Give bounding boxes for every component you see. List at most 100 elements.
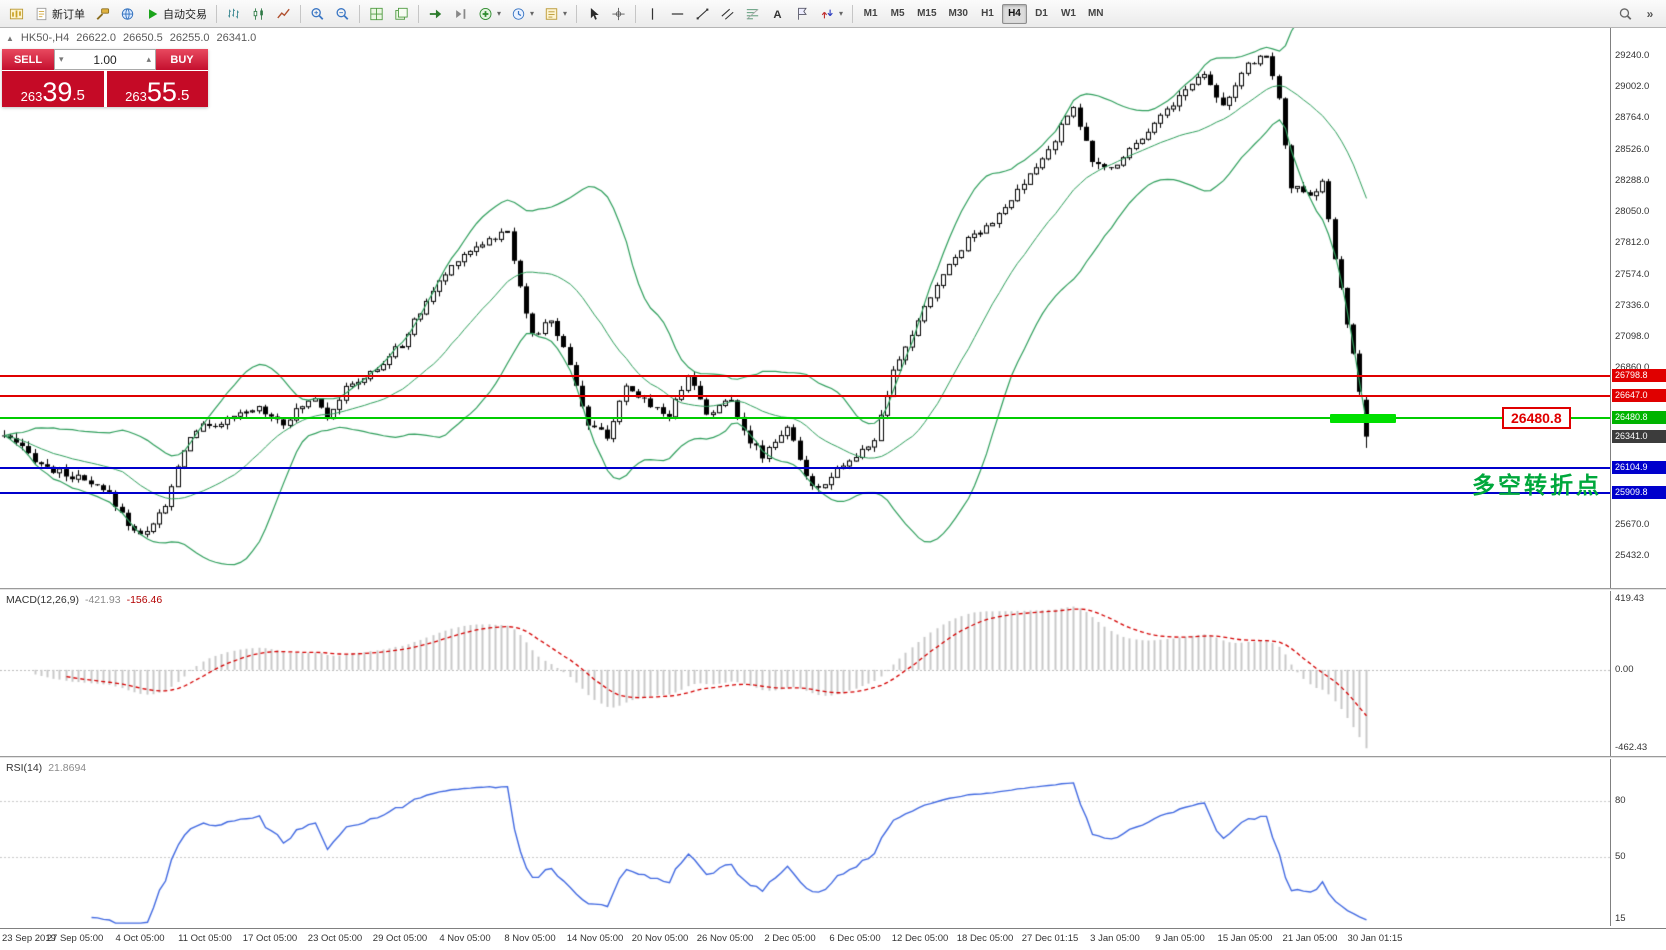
timeframe-M30[interactable]: M30 [948,8,968,19]
ohlc-high: 26650.5 [122,32,163,44]
macd-axis-tick: 419.43 [1615,592,1645,604]
timeframe-H4[interactable]: H4 [1001,3,1027,24]
price-axis-tick: 27574.0 [1615,268,1650,280]
toolbar-separator [300,4,301,23]
price-marker-26341.0: 26341.0 [1612,429,1666,443]
zoom-in-icon[interactable] [306,3,329,25]
dropdown-caret-icon[interactable]: ▾ [530,9,535,18]
new-order-button[interactable]: 新订单 [30,3,89,25]
indicators-icon [478,7,493,21]
text-icon[interactable]: A [766,3,789,25]
bar-chart-icon [226,7,241,21]
time-axis-label: 9 Jan 05:00 [1155,933,1205,944]
autotrading-button[interactable]: 自动交易 [141,3,211,25]
horizontal-line-26647.0[interactable] [0,395,1610,398]
macd-axis[interactable]: 419.43 0.00 -462.43 [1610,591,1666,756]
templates-icon[interactable]: ▾ [540,3,571,25]
price-axis-tick: 27336.0 [1615,299,1650,311]
horizontal-line-26798.8[interactable] [0,375,1610,378]
cursor-icon [586,7,601,21]
fibonacci-icon[interactable] [741,3,764,25]
line-chart-icon[interactable] [272,3,295,25]
buy-button[interactable]: BUY [156,49,208,70]
volume-up-stepper[interactable]: ▴ [146,54,151,64]
dropdown-caret-icon[interactable]: ▾ [497,9,502,18]
pivot-line-segment[interactable] [1330,414,1396,424]
time-axis-label: 8 Nov 05:00 [504,933,556,944]
horizontal-line-25909.8[interactable] [0,492,1610,495]
timeframe-D1[interactable]: D1 [1035,8,1048,19]
horizontal-line-26480.8[interactable] [0,417,1610,420]
app-icon [5,3,28,25]
chart-symbol-icon: ▲ [6,33,14,43]
sell-button[interactable]: SELL [2,49,54,70]
pane-separator[interactable] [0,588,1666,591]
tile-windows-icon[interactable] [365,3,388,25]
price-axis-tick: 29240.0 [1615,49,1650,61]
cursor-icon[interactable] [582,3,605,25]
price-marker-26104.9: 26104.9 [1612,460,1666,474]
dropdown-caret-icon[interactable]: ▾ [839,9,844,18]
timeframe-W1[interactable]: W1 [1060,8,1076,19]
bar-chart-icon[interactable] [222,3,245,25]
volume-input[interactable]: ▾ 1.00 ▴ [54,49,156,70]
toolbar-separator [852,4,854,23]
timeframe-M1[interactable]: M1 [863,8,878,19]
overflow-icon[interactable]: » [1639,3,1661,25]
rsi-axis-tick: 80 [1615,794,1626,806]
channel-icon [720,7,735,21]
pane-separator[interactable] [0,756,1666,759]
label-icon [795,7,810,21]
price-axis[interactable]: 29240.0 29002.0 28764.0 28526.0 28288.0 28050… [1610,28,1666,588]
horizontal-line-icon[interactable] [666,3,689,25]
horizontal-line-26104.9[interactable] [0,466,1610,469]
arrows-icon [820,7,835,21]
toolbar: 新订单 自动交易 ▾ ▾ ▾ A ▾ M1 M5 M15 M30 H1 H4 D1 W1 MN » [0,0,1666,28]
zoom-out-icon[interactable] [331,3,354,25]
auto-scroll-icon [428,7,443,21]
timeframe-M5[interactable]: M5 [890,8,905,19]
macd-axis-tick: 0.00 [1615,663,1634,675]
timeframe-M15[interactable]: M15 [917,8,937,19]
time-axis[interactable]: 23 Sep 2019 27 Sep 05:00 4 Oct 05:00 11 Oct… [0,928,1666,950]
price-axis-tick: 28288.0 [1615,174,1650,186]
channel-icon[interactable] [716,3,739,25]
new-chart-icon[interactable] [390,3,413,25]
price-marker-26647.0: 26647.0 [1612,389,1666,403]
trendline-icon[interactable] [691,3,714,25]
auto-scroll-icon[interactable] [424,3,447,25]
buy-price-display[interactable]: 263 55.5 [106,71,208,107]
periods-icon [511,7,526,21]
label-icon[interactable] [791,3,814,25]
timeframe-H1[interactable]: H1 [981,8,994,19]
macd-label: MACD(12,26,9) -421.93 -156.46 [6,594,163,606]
price-marker-25909.8: 25909.8 [1612,486,1666,500]
timeframe-MN[interactable]: MN [1087,8,1104,19]
dropdown-caret-icon[interactable]: ▾ [563,9,568,18]
time-axis-label: 14 Nov 05:00 [566,933,624,944]
volume-down-stepper[interactable]: ▾ [59,54,64,64]
vertical-line-icon[interactable] [641,3,664,25]
chart-window: 26480.8 多空转折点 ▲ HK50-,H4 26622.0 26650.5… [0,28,1666,950]
periods-icon[interactable]: ▾ [507,3,538,25]
price-axis-tick: 27098.0 [1615,331,1650,343]
pivot-annotation-text[interactable]: 多空转折点 [1472,471,1602,498]
sell-price-display[interactable]: 263 39.5 [2,71,104,107]
crosshair-icon[interactable] [607,3,630,25]
search-icon[interactable] [1614,3,1637,25]
new-chart-icon [394,7,409,21]
rsi-canvas[interactable] [0,759,1610,926]
strategy-tester-icon[interactable] [91,3,114,25]
time-axis-label: 4 Oct 05:00 [115,933,165,944]
arrows-icon[interactable]: ▾ [816,3,847,25]
market-watch-icon[interactable] [116,3,139,25]
indicators-icon[interactable]: ▾ [474,3,505,25]
pivot-price-callout[interactable]: 26480.8 [1502,407,1571,430]
main-chart-canvas[interactable] [0,28,1610,588]
ohlc-low: 26255.0 [169,32,210,44]
macd-canvas[interactable] [0,591,1610,756]
chart-shift-icon[interactable] [449,3,472,25]
rsi-axis[interactable]: 80 50 15 [1610,759,1666,926]
candlestick-chart-icon[interactable] [247,3,270,25]
new-order-icon [34,7,49,21]
